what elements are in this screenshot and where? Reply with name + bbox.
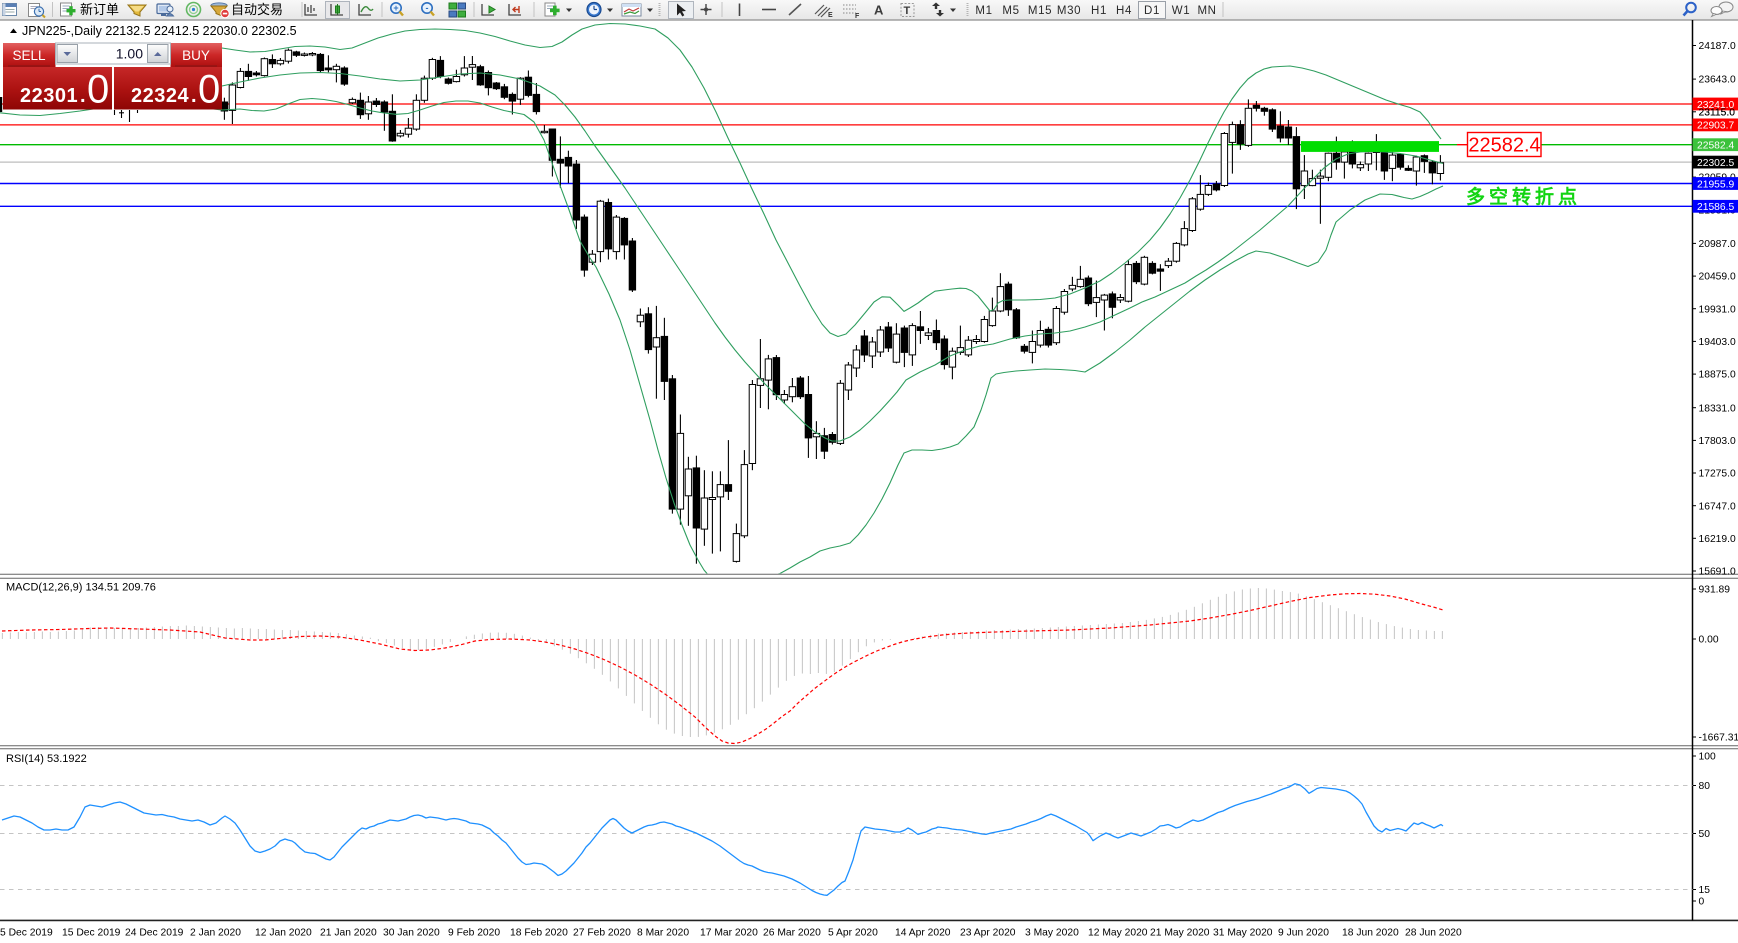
svg-text:19403.0: 19403.0	[1699, 337, 1736, 348]
svg-text:22903.7: 22903.7	[1697, 121, 1734, 132]
svg-text:0.00: 0.00	[1699, 635, 1719, 646]
svg-text:21955.9: 21955.9	[1697, 179, 1734, 190]
svg-text:+: +	[393, 3, 398, 13]
svg-text:T: T	[904, 5, 911, 17]
svg-text:21 Jan 2020: 21 Jan 2020	[320, 928, 377, 939]
svg-text:H4: H4	[1116, 5, 1132, 17]
svg-text:23643.0: 23643.0	[1699, 75, 1736, 86]
svg-text:MN: MN	[1197, 5, 1216, 17]
svg-text:H1: H1	[1091, 5, 1107, 17]
svg-text:22324: 22324	[131, 85, 189, 107]
svg-text:9 Jun 2020: 9 Jun 2020	[1278, 928, 1329, 939]
svg-text:17803.0: 17803.0	[1699, 436, 1736, 447]
svg-text:A: A	[874, 3, 884, 18]
svg-text:19931.0: 19931.0	[1699, 304, 1736, 315]
svg-text:新订单: 新订单	[80, 2, 119, 17]
svg-text:24187.0: 24187.0	[1699, 41, 1736, 52]
svg-text:22582.4: 22582.4	[1468, 135, 1540, 157]
svg-text:24 Dec 2019: 24 Dec 2019	[125, 928, 184, 939]
svg-text:28 Jun 2020: 28 Jun 2020	[1405, 928, 1462, 939]
svg-text:D1: D1	[1144, 5, 1160, 17]
svg-text:12 May 2020: 12 May 2020	[1088, 928, 1148, 939]
svg-text:F: F	[855, 13, 860, 20]
svg-text:20459.0: 20459.0	[1699, 272, 1736, 283]
svg-text:23241.0: 23241.0	[1697, 100, 1734, 111]
svg-text:50: 50	[1699, 829, 1711, 840]
svg-text:2 Jan 2020: 2 Jan 2020	[190, 928, 241, 939]
svg-text:9 Feb 2020: 9 Feb 2020	[448, 928, 500, 939]
svg-text:17 Mar 2020: 17 Mar 2020	[700, 928, 758, 939]
svg-text:15691.0: 15691.0	[1699, 567, 1736, 578]
svg-text:30 Jan 2020: 30 Jan 2020	[383, 928, 440, 939]
svg-text:5 Apr 2020: 5 Apr 2020	[828, 928, 878, 939]
svg-text:21 May 2020: 21 May 2020	[1150, 928, 1210, 939]
svg-text:.: .	[191, 85, 197, 107]
svg-text:22301: 22301	[20, 85, 78, 107]
svg-text:.: .	[80, 85, 86, 107]
svg-text:23115.0: 23115.0	[1699, 107, 1736, 118]
svg-text:0: 0	[1699, 897, 1705, 908]
svg-text:23115.0: 23115.0	[1699, 107, 1736, 118]
svg-text:自动交易: 自动交易	[231, 2, 283, 17]
svg-text:SELL: SELL	[12, 48, 46, 63]
svg-text:80: 80	[1699, 781, 1711, 792]
svg-text:18331.0: 18331.0	[1699, 403, 1736, 414]
svg-text:12 Jan 2020: 12 Jan 2020	[255, 928, 312, 939]
svg-text:W1: W1	[1172, 5, 1190, 17]
svg-text:RSI(14) 53.1922: RSI(14) 53.1922	[6, 753, 87, 765]
svg-text:31 May 2020: 31 May 2020	[1213, 928, 1273, 939]
svg-text:-1667.31: -1667.31	[1699, 733, 1738, 744]
svg-text:M1: M1	[975, 5, 992, 17]
svg-text:3 May 2020: 3 May 2020	[1025, 928, 1079, 939]
svg-text:931.89: 931.89	[1699, 585, 1731, 596]
svg-text:BUY: BUY	[182, 48, 210, 63]
svg-text:16219.0: 16219.0	[1699, 534, 1736, 545]
svg-text:22302.5: 22302.5	[1697, 158, 1734, 169]
svg-text:0: 0	[87, 68, 109, 112]
svg-text:20987.0: 20987.0	[1699, 239, 1736, 250]
svg-text:MACD(12,26,9) 134.51 209.76: MACD(12,26,9) 134.51 209.76	[6, 582, 156, 594]
svg-text:M5: M5	[1002, 5, 1019, 17]
svg-text:M15: M15	[1028, 5, 1052, 17]
svg-text:15: 15	[1699, 885, 1711, 896]
svg-text:17275.0: 17275.0	[1699, 469, 1736, 480]
svg-text:18 Jun 2020: 18 Jun 2020	[1342, 928, 1399, 939]
svg-text:多空转折点: 多空转折点	[1466, 185, 1581, 208]
svg-text:0: 0	[198, 68, 220, 112]
svg-text:27 Feb 2020: 27 Feb 2020	[573, 928, 631, 939]
svg-text:18875.0: 18875.0	[1699, 370, 1736, 381]
svg-text:-: -	[426, 3, 429, 13]
svg-text:5 Dec 2019: 5 Dec 2019	[0, 928, 53, 939]
svg-text:22582.4: 22582.4	[1697, 141, 1734, 152]
svg-text:23 Apr 2020: 23 Apr 2020	[960, 928, 1016, 939]
svg-text:8 Mar 2020: 8 Mar 2020	[637, 928, 689, 939]
svg-text:E: E	[828, 12, 833, 19]
svg-text:M30: M30	[1057, 5, 1081, 17]
svg-text:1.00: 1.00	[116, 46, 143, 62]
svg-text:JPN225-,Daily 22132.5 22412.5: JPN225-,Daily 22132.5 22412.5 22030.0 22…	[22, 24, 297, 38]
svg-text:15 Dec 2019: 15 Dec 2019	[62, 928, 121, 939]
svg-text:18 Feb 2020: 18 Feb 2020	[510, 928, 568, 939]
svg-text:16747.0: 16747.0	[1699, 501, 1736, 512]
svg-text:26 Mar 2020: 26 Mar 2020	[763, 928, 821, 939]
svg-text:100: 100	[1699, 752, 1716, 763]
svg-text:21586.5: 21586.5	[1697, 202, 1734, 213]
svg-text:14 Apr 2020: 14 Apr 2020	[895, 928, 951, 939]
